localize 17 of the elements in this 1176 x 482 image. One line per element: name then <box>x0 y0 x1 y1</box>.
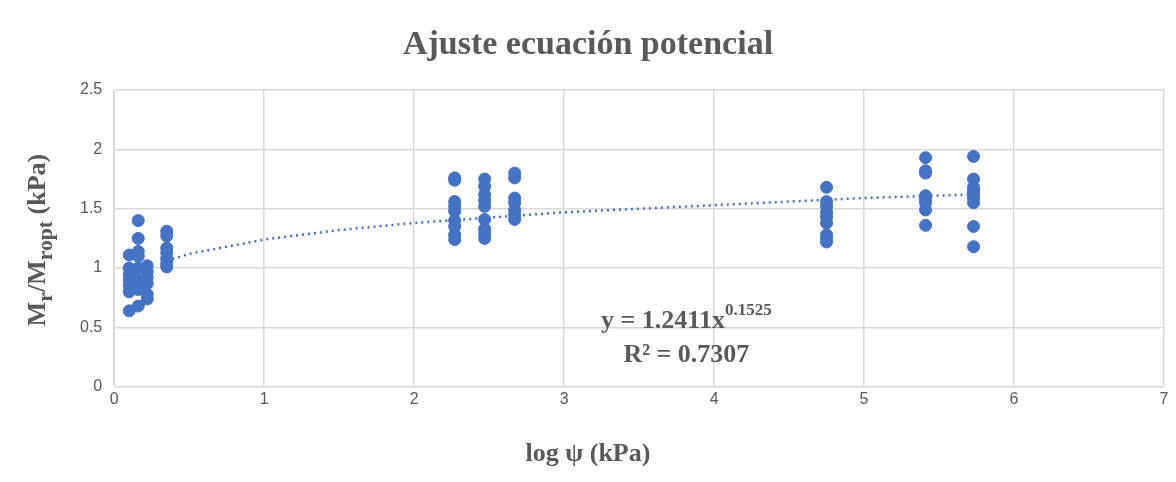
y-tick-label: 0 <box>93 377 103 395</box>
annotation: R² = 0.7307 <box>623 339 750 369</box>
x-tick-label: 3 <box>559 389 569 407</box>
y-tick-label: 1.5 <box>79 199 103 217</box>
x-tick-label: 5 <box>859 389 869 407</box>
chart-title: Ajuste ecuación potencial <box>401 24 775 62</box>
x-tick-label: 7 <box>1159 389 1169 407</box>
x-axis-title: log ψ (kPa) <box>524 438 652 468</box>
y-tick-label: 0.5 <box>79 317 103 335</box>
x-tick-label: 0 <box>109 389 119 407</box>
x-tick-label: 1 <box>259 389 269 407</box>
x-tick-label: 2 <box>409 389 419 407</box>
y-tick-label: 2.5 <box>79 80 103 98</box>
x-tick-label: 6 <box>1009 389 1019 407</box>
y-tick-label: 2 <box>93 139 103 157</box>
y-tick-label: 1 <box>93 258 103 276</box>
x-tick-label: 4 <box>709 389 719 407</box>
